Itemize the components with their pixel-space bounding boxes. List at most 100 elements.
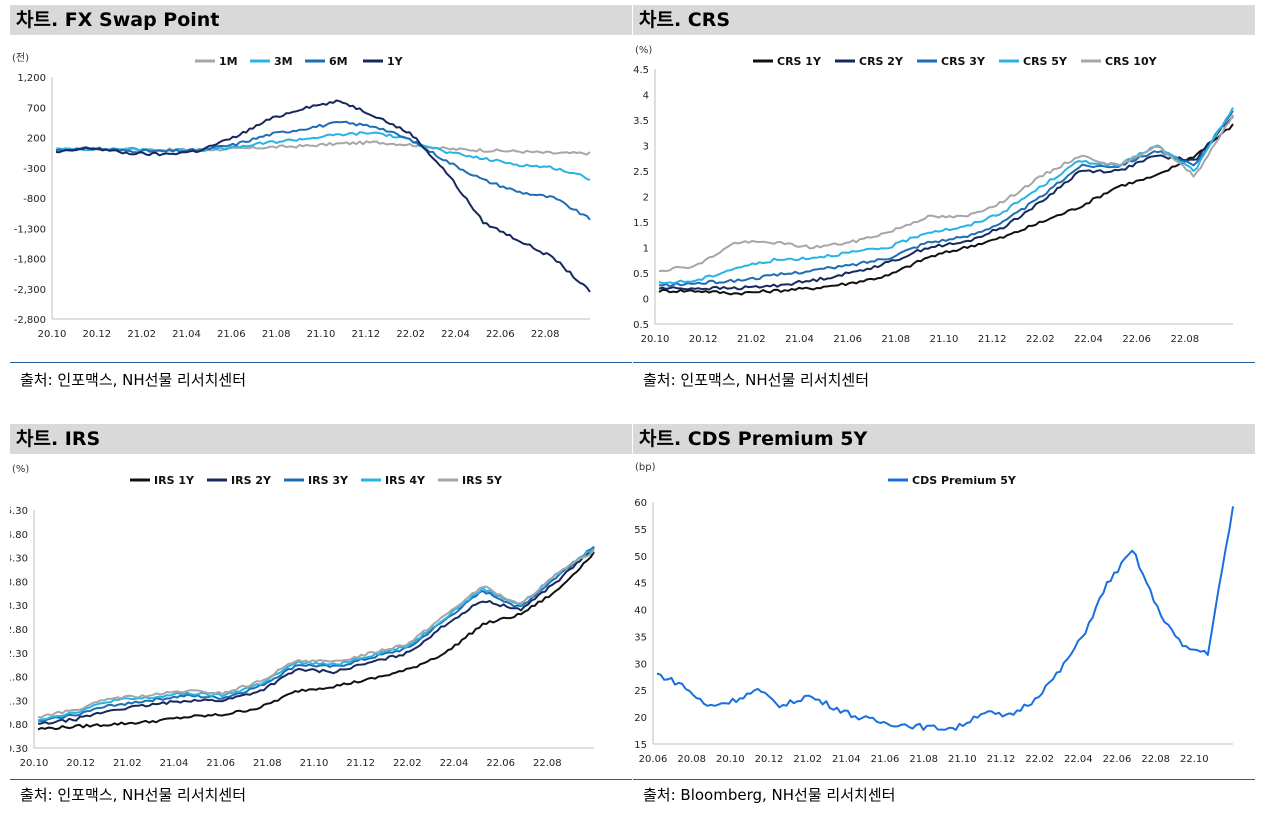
- y-tick-label: 700: [27, 103, 46, 114]
- legend-label: CRS 3Y: [941, 55, 986, 68]
- cds-chart: (bp) 60 55 50 45 40 35 30 25 20 15 20.06 20.08 20.10 2…: [634, 462, 1234, 765]
- source-note: 출처: 인포맥스, NH선물 리서치센터: [20, 371, 247, 389]
- x-tick-label: 22.06: [486, 329, 515, 340]
- x-tick-label: 22.08: [533, 758, 562, 769]
- x-tick-label: 20.06: [639, 754, 668, 765]
- legend-label: 1Y: [387, 55, 404, 68]
- y-tick-label: -2,300: [14, 285, 46, 296]
- y-tick-label: 1.30: [10, 696, 28, 707]
- legend-label: 6M: [329, 55, 348, 68]
- legend-label: CRS 1Y: [777, 55, 822, 68]
- y-tick-label: 50: [634, 552, 647, 563]
- x-tick-label: 22.08: [1171, 334, 1200, 345]
- y-tick-label: 4.30: [10, 554, 28, 565]
- x-tick-label: 21.04: [172, 329, 201, 340]
- x-tick-label: 21.08: [262, 329, 291, 340]
- unit-label: (%): [12, 464, 29, 475]
- y-tick-label: 200: [27, 134, 46, 145]
- y-tick-label: -800: [23, 194, 46, 205]
- x-tick-label: 21.04: [160, 758, 189, 769]
- legend-label: IRS 2Y: [231, 474, 272, 487]
- x-tick-label: 20.10: [20, 758, 49, 769]
- legend-label: 3M: [274, 55, 293, 68]
- legend-label: 1M: [219, 55, 238, 68]
- y-tick-label: 5.30: [10, 506, 28, 517]
- legend-label: IRS 3Y: [308, 474, 349, 487]
- fx-swap-chart: (전) 1,200 700 200 -300 -800 -1,300 -1,800 -2,300…: [12, 52, 591, 340]
- unit-label: (전): [12, 52, 29, 64]
- divider: [10, 779, 632, 780]
- y-tick-label: 4: [643, 91, 649, 102]
- y-tick-label: 1.80: [10, 673, 28, 684]
- x-tick-label: 22.02: [1025, 754, 1054, 765]
- crs-panel: 차트. CRS (%) 4.5 4 3.5 3 2.5 2 1.5 1 0.5 0 -0.5 20.10…: [633, 5, 1255, 400]
- y-tick-label: -1,800: [14, 255, 46, 266]
- series-line-irs-1y: [37, 551, 595, 731]
- y-tick-label: 35: [634, 632, 647, 643]
- x-tick-label: 21.02: [737, 334, 766, 345]
- y-tick-label: 0.5: [633, 269, 649, 280]
- series-line-6m: [55, 120, 591, 221]
- x-tick-label: 20.12: [689, 334, 718, 345]
- legend-label: IRS 5Y: [462, 474, 503, 487]
- y-tick-label: 30: [634, 659, 647, 670]
- x-tick-label: 22.04: [441, 329, 470, 340]
- x-tick-label: 21.06: [206, 758, 235, 769]
- x-tick-label: 20.10: [716, 754, 745, 765]
- series-line-1y: [55, 99, 591, 293]
- x-tick-label: 22.06: [1103, 754, 1132, 765]
- x-tick-label: 21.12: [978, 334, 1007, 345]
- y-tick-label: 55: [634, 525, 647, 536]
- x-tick-label: 22.02: [1026, 334, 1055, 345]
- source-note: 출처: 인포맥스, NH선물 리서치센터: [643, 371, 870, 389]
- y-tick-label: 1.5: [633, 218, 649, 229]
- unit-label: (bp): [635, 462, 656, 473]
- y-tick-label: 0.80: [10, 720, 28, 731]
- series-line-irs-2y: [37, 546, 595, 725]
- irs-chart: (%) 5.30 4.80 4.30 3.80 3.30 2.80 2.30 1.80 1.30 0…: [10, 464, 595, 769]
- legend-label: CRS 2Y: [859, 55, 904, 68]
- y-tick-label: 0: [643, 295, 649, 306]
- legend-label: CDS Premium 5Y: [912, 474, 1017, 487]
- x-tick-label: 21.10: [300, 758, 329, 769]
- legend-label: IRS 1Y: [154, 474, 195, 487]
- x-tick-label: 20.12: [755, 754, 784, 765]
- panel-title: 차트. CRS: [633, 5, 1255, 35]
- fx-swap-panel: 차트. FX Swap Point (전) 1,200 700 200 -300 -800…: [10, 5, 632, 400]
- series-line-irs-4y: [37, 547, 595, 722]
- series-line-3m: [55, 131, 591, 181]
- y-tick-label: 25: [634, 686, 647, 697]
- y-tick-label: 4.5: [633, 65, 649, 76]
- x-tick-label: 21.08: [882, 334, 911, 345]
- x-tick-label: 21.08: [909, 754, 938, 765]
- x-tick-label: 22.04: [440, 758, 469, 769]
- x-tick-label: 21.02: [127, 329, 156, 340]
- x-tick-label: 21.12: [987, 754, 1016, 765]
- y-tick-label: 1: [643, 244, 649, 255]
- x-tick-label: 22.06: [486, 758, 515, 769]
- x-tick-label: 22.10: [1180, 754, 1209, 765]
- x-tick-label: 22.08: [531, 329, 560, 340]
- source-note: 출처: Bloomberg, NH선물 리서치센터: [643, 786, 896, 804]
- y-tick-label: -300: [23, 164, 46, 175]
- x-tick-label: 22.02: [396, 329, 425, 340]
- series-line-crs-5y: [658, 107, 1234, 285]
- x-tick-label: 21.10: [948, 754, 977, 765]
- divider: [10, 362, 632, 363]
- x-tick-label: 21.12: [352, 329, 381, 340]
- series-line-crs-1y: [658, 123, 1234, 296]
- unit-label: (%): [635, 45, 652, 56]
- x-tick-label: 20.12: [83, 329, 112, 340]
- y-tick-label: 45: [634, 579, 647, 590]
- x-tick-label: 20.10: [38, 329, 67, 340]
- x-tick-label: 22.06: [1122, 334, 1151, 345]
- legend-label: CRS 10Y: [1105, 55, 1158, 68]
- x-tick-label: 20.12: [66, 758, 95, 769]
- cds-panel: 차트. CDS Premium 5Y (bp) 60 55 50 45 40 35 30 25 2…: [633, 424, 1255, 819]
- x-tick-label: 21.06: [833, 334, 862, 345]
- source-note: 출처: 인포맥스, NH선물 리서치센터: [20, 786, 247, 804]
- divider: [633, 779, 1255, 780]
- y-tick-label: 15: [634, 740, 647, 751]
- y-tick-label: 3.30: [10, 601, 28, 612]
- x-tick-label: 22.08: [1141, 754, 1170, 765]
